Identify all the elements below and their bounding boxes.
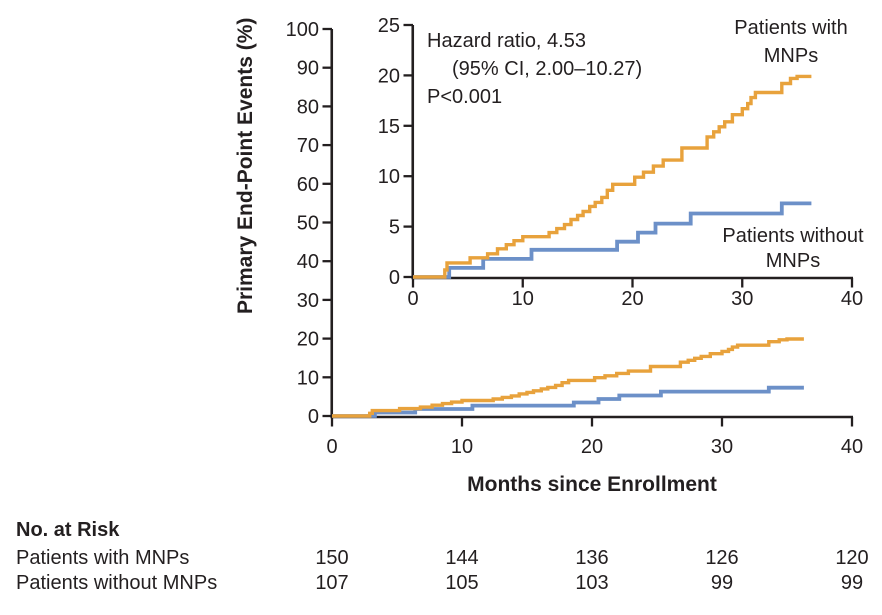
x-axis-title: Months since Enrollment <box>467 473 717 496</box>
y-tick-label: 100 <box>286 19 319 41</box>
risk-value: 103 <box>575 572 609 594</box>
p-value-text: P<0.001 <box>427 86 503 108</box>
risk-value: 99 <box>710 572 734 594</box>
y-tick-label: 30 <box>297 290 319 312</box>
y-tick-label: 10 <box>378 166 400 188</box>
x-tick-label: 0 <box>407 288 418 310</box>
x-tick-label: 20 <box>581 436 603 458</box>
curve-label-patients-without-mnps: Patients without MNPs <box>681 224 882 274</box>
x-tick-label: 30 <box>731 288 753 310</box>
risk-value: 99 <box>840 572 864 594</box>
risk-value: 107 <box>315 572 349 594</box>
risk-value: 150 <box>315 547 349 569</box>
x-tick-label: 0 <box>326 436 337 458</box>
y-tick-label: 10 <box>297 367 319 389</box>
inset-curve-without-mnps <box>413 201 812 279</box>
confidence-interval-text: (95% CI, 2.00–10.27) <box>452 58 643 80</box>
risk-value: 144 <box>445 547 479 569</box>
y-tick-label: 15 <box>378 116 400 138</box>
main-curve-with-mnps <box>332 337 804 418</box>
risk-value: 120 <box>835 547 869 569</box>
x-tick-label: 30 <box>711 436 733 458</box>
y-tick-label: 50 <box>297 213 319 235</box>
curve-label-with-line1: Patients with <box>734 17 848 39</box>
risk-value: 126 <box>705 547 739 569</box>
y-tick-label: 0 <box>308 406 319 428</box>
hazard-ratio-annotation: Hazard ratio, 4.53 (95% CI, 2.00–10.27) … <box>427 27 642 111</box>
curve-label-without-line1: Patients without <box>722 225 864 247</box>
y-tick-label: 5 <box>389 217 400 239</box>
no-at-risk-title: No. at Risk <box>16 519 120 541</box>
y-tick-label: 20 <box>297 329 319 351</box>
hazard-ratio-text: Hazard ratio, 4.53 <box>427 30 586 52</box>
curve-label-without-line2: MNPs <box>765 250 821 272</box>
x-tick-label: 10 <box>512 288 534 310</box>
y-tick-label: 0 <box>389 267 400 289</box>
y-tick-label: 25 <box>378 15 400 37</box>
y-tick-label: 60 <box>297 174 319 196</box>
risk-value: 105 <box>445 572 479 594</box>
x-tick-label: 40 <box>841 436 863 458</box>
x-tick-label: 40 <box>841 288 863 310</box>
y-tick-label: 80 <box>297 96 319 118</box>
curve-label-with-line2: MNPs <box>763 45 819 67</box>
x-tick-label: 10 <box>451 436 473 458</box>
main-curve-without-mnps <box>332 385 804 418</box>
risk-row-label-with-mnps: Patients with MNPs <box>16 547 190 569</box>
curve-label-patients-with-mnps: Patients with MNPs <box>679 14 882 70</box>
x-tick-label: 20 <box>621 288 643 310</box>
y-tick-label: 70 <box>297 135 319 157</box>
inset-curve-with-mnps <box>413 74 812 279</box>
risk-row-label-without-mnps: Patients without MNPs <box>16 572 218 594</box>
risk-value: 136 <box>575 547 609 569</box>
y-tick-label: 40 <box>297 251 319 273</box>
y-tick-label: 90 <box>297 58 319 80</box>
y-axis-title: Primary End-Point Events (%) <box>234 17 257 314</box>
y-tick-label: 20 <box>378 65 400 87</box>
